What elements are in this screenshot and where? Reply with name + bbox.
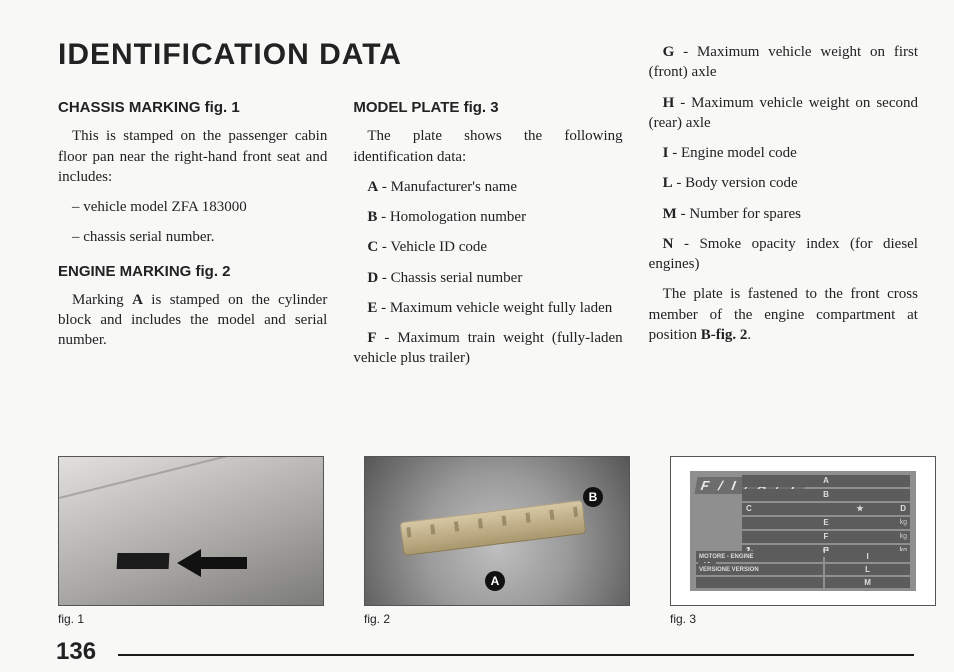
plate-loc-b: B-fig. 2 (701, 327, 748, 343)
item-C: C - Vehicle ID code (353, 237, 622, 257)
figure-3-image: F / I / A / T A B CD★ Ekg Fkg 1-Gkg2-Hkg… (670, 456, 936, 606)
item-D-text: Chassis serial number (391, 270, 523, 286)
chassis-slot-icon (117, 553, 170, 569)
item-G: G - Maximum vehicle weight on first (fro… (649, 42, 918, 83)
plate-loc-c: . (747, 327, 751, 343)
figure-3: F / I / A / T A B CD★ Ekg Fkg 1-Gkg2-Hkg… (670, 456, 936, 626)
arrow-icon (177, 547, 247, 579)
chassis-list-2: – chassis serial number. (58, 227, 327, 247)
item-M-text: Number for spares (689, 206, 801, 222)
figure-1-caption: fig. 1 (58, 612, 324, 626)
page: IDENTIFICATION DATA CHASSIS MARKING fig.… (0, 0, 954, 672)
item-L: L - Body version code (649, 173, 918, 193)
item-C-text: Vehicle ID code (390, 239, 487, 255)
item-B-text: Homologation number (390, 209, 526, 225)
model-plate-intro: The plate shows the following identifica… (353, 126, 622, 167)
figure-3-caption: fig. 3 (670, 612, 936, 626)
item-L-text: Body version code (685, 175, 797, 191)
item-N: N - Smoke opacity index (for diesel engi… (649, 234, 918, 275)
content-columns: CHASSIS MARKING fig. 1 This is stamped o… (58, 98, 918, 379)
item-G-text: Maximum vehicle weight on first (front) … (649, 44, 918, 80)
column-1: CHASSIS MARKING fig. 1 This is stamped o… (58, 98, 327, 379)
item-H-text: Maximum vehicle weight on second (rear) … (649, 95, 918, 131)
engine-text-a: Marking (72, 292, 132, 308)
plate-loc-a: The plate is fastened to the front cross… (649, 286, 918, 343)
figure-2-image: A B P5S1004 Im (364, 456, 630, 606)
item-B: B - Homologation number (353, 207, 622, 227)
page-number: 136 (56, 638, 104, 666)
engine-marking-heading: ENGINE MARKING fig. 2 (58, 262, 327, 282)
item-E-text: Maximum vehicle weight fully laden (390, 300, 612, 316)
chassis-marking-heading: CHASSIS MARKING fig. 1 (58, 98, 327, 118)
marker-A: A (485, 571, 505, 591)
item-I: I - Engine model code (649, 143, 918, 163)
engine-cover-icon (400, 500, 587, 556)
chassis-marking-text: This is stamped on the passenger cabin f… (58, 126, 327, 187)
plate-location-text: The plate is fastened to the front cross… (649, 284, 918, 345)
item-F: F - Maximum train weight (fully-laden ve… (353, 328, 622, 369)
figure-1-image: P5S0068 Bm (58, 456, 324, 606)
figures-row: P5S0068 Bm fig. 1 A B P5S1004 Im fig. 2 … (58, 456, 936, 626)
item-I-text: Engine model code (681, 145, 797, 161)
item-M: M - Number for spares (649, 204, 918, 224)
item-A-text: Manufacturer's name (391, 179, 517, 195)
marker-B: B (583, 487, 603, 507)
model-plate-graphic: F / I / A / T A B CD★ Ekg Fkg 1-Gkg2-Hkg… (690, 471, 916, 591)
engine-marking-text: Marking A is stamped on the cylinder blo… (58, 290, 327, 351)
item-E: E - Maximum vehicle weight fully laden (353, 298, 622, 318)
figure-1: P5S0068 Bm fig. 1 (58, 456, 324, 626)
figure-2: A B P5S1004 Im fig. 2 (364, 456, 630, 626)
figure-2-caption: fig. 2 (364, 612, 630, 626)
model-plate-heading: MODEL PLATE fig. 3 (353, 98, 622, 118)
chassis-list-1: – vehicle model ZFA 183000 (58, 197, 327, 217)
item-D: D - Chassis serial number (353, 268, 622, 288)
item-H: H - Maximum vehicle weight on second (re… (649, 93, 918, 134)
page-footer-rule (56, 654, 914, 656)
engine-text-bold: A (132, 292, 143, 308)
item-F-text: Maximum train weight (fully-laden vehicl… (353, 330, 622, 366)
item-N-text: Smoke opacity index (for diesel engines) (649, 236, 918, 272)
column-3: G - Maximum vehicle weight on first (fro… (649, 42, 918, 379)
item-A: A - Manufacturer's name (353, 177, 622, 197)
column-2: MODEL PLATE fig. 3 The plate shows the f… (353, 98, 622, 379)
